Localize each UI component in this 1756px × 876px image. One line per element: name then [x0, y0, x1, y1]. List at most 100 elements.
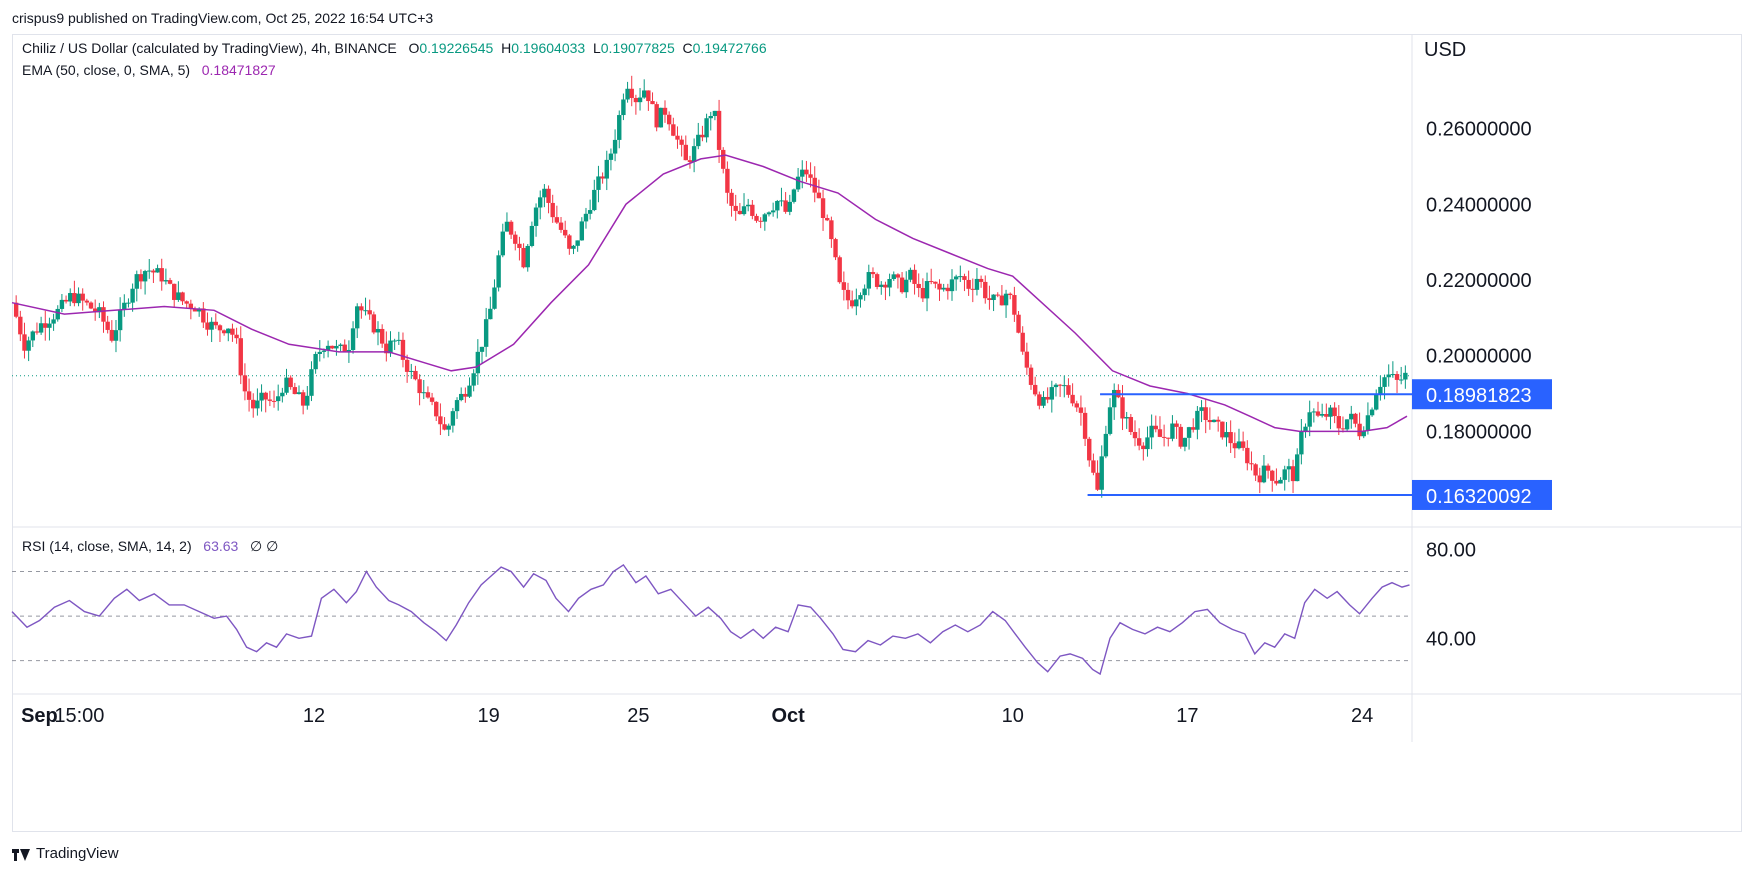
candle-body: [704, 118, 709, 138]
rsi-label[interactable]: RSI (14, close, SMA, 14, 2): [22, 538, 192, 554]
candle-body: [521, 247, 526, 268]
candle-body: [1290, 466, 1296, 482]
candle-body: [330, 345, 335, 349]
candle-body: [221, 330, 227, 334]
candle-body: [134, 274, 139, 289]
candle-body: [196, 308, 202, 312]
candle-body: [421, 392, 426, 394]
candle-body: [696, 134, 701, 147]
candle-body: [1149, 425, 1154, 438]
candle-body: [1307, 412, 1312, 427]
candle-body: [608, 153, 614, 160]
candle-body: [1278, 479, 1283, 484]
candle-body: [604, 159, 609, 179]
candle-body: [721, 149, 726, 169]
candle-body: [1066, 385, 1071, 395]
candle-body: [700, 134, 705, 138]
candle-body: [76, 293, 81, 304]
candle-body: [1153, 425, 1158, 430]
candle-body: [454, 400, 460, 412]
candle-body: [1091, 460, 1096, 473]
candle-body: [1357, 423, 1362, 437]
candle-body: [313, 353, 318, 370]
candle-body: [55, 308, 60, 320]
candle-body: [937, 283, 942, 290]
low-value: 0.19077825: [600, 40, 675, 56]
candle-body: [292, 387, 298, 395]
candle-body: [1174, 423, 1179, 427]
candle-body: [787, 201, 792, 212]
candle-body: [567, 235, 572, 249]
candle-body: [446, 425, 451, 430]
time-tick-label: 17: [1176, 705, 1198, 727]
candle-body: [1199, 407, 1204, 411]
candle-body: [1261, 465, 1267, 483]
candle-body: [84, 300, 90, 303]
candle-body: [1249, 463, 1254, 465]
candle-body: [1053, 384, 1059, 388]
candle-body: [463, 393, 468, 397]
rsi-line: [11, 563, 1410, 676]
candle-body: [825, 217, 830, 221]
candle-body: [176, 292, 181, 300]
chart-frame: [12, 34, 1742, 832]
candle-body: [1087, 438, 1092, 461]
candle-body: [1236, 441, 1242, 449]
candle-body: [43, 323, 48, 328]
candle-body: [1282, 469, 1287, 480]
candle-body: [999, 295, 1005, 306]
time-tick-label: 24: [1351, 705, 1373, 727]
candle-body: [933, 281, 938, 284]
open-label: O: [408, 40, 420, 56]
candle-body: [1340, 428, 1346, 430]
rsi-legend: RSI (14, close, SMA, 14, 2) 63.63 ∅ ∅: [22, 538, 278, 555]
candle-body: [554, 217, 560, 223]
candle-body: [583, 213, 589, 222]
candle-body: [417, 379, 422, 394]
candle-body: [1111, 389, 1117, 408]
footer-brand[interactable]: TradingView: [12, 845, 119, 862]
candle-body: [1295, 454, 1300, 482]
candle-body: [479, 346, 485, 352]
price-tick-label: 0.20000000: [1426, 346, 1532, 368]
candle-body: [188, 303, 194, 309]
candle-body: [1037, 394, 1042, 406]
candle-body: [1008, 293, 1013, 296]
candle-body: [862, 288, 867, 296]
candle-body: [579, 221, 585, 241]
candle-body: [1394, 374, 1400, 380]
candle-body: [770, 210, 776, 213]
candle-body: [288, 377, 293, 388]
candle-body: [1353, 413, 1358, 424]
candle-body: [51, 319, 56, 324]
candle-body: [92, 308, 98, 313]
candle-body: [434, 401, 439, 417]
candle-body: [1386, 374, 1391, 378]
rsi-tick-label: 40.00: [1426, 628, 1476, 650]
candle-body: [708, 116, 713, 119]
candle-body: [371, 314, 377, 333]
candle-body: [849, 300, 855, 307]
candle-body: [1349, 413, 1354, 420]
symbol-title[interactable]: Chiliz / US Dollar (calculated by Tradin…: [22, 40, 397, 56]
candle-body: [612, 139, 618, 154]
candle-body: [513, 234, 518, 244]
candle-body: [1003, 293, 1009, 306]
time-tick-label: 25: [627, 705, 649, 727]
candle-body: [953, 276, 959, 280]
low-label: L: [592, 40, 601, 56]
candle-body: [587, 210, 593, 214]
ema-label[interactable]: EMA (50, close, 0, SMA, 5): [22, 62, 191, 78]
candle-body: [679, 139, 684, 145]
candle-body: [646, 90, 651, 102]
candle-body: [1049, 387, 1055, 400]
candle-body: [596, 176, 601, 190]
candle-body: [1390, 374, 1396, 376]
candle-body: [725, 168, 730, 193]
candle-body: [1398, 379, 1404, 381]
candle-body: [1132, 432, 1138, 439]
candle-body: [192, 308, 198, 312]
candle-body: [1315, 411, 1321, 416]
candle-body: [1361, 430, 1366, 437]
